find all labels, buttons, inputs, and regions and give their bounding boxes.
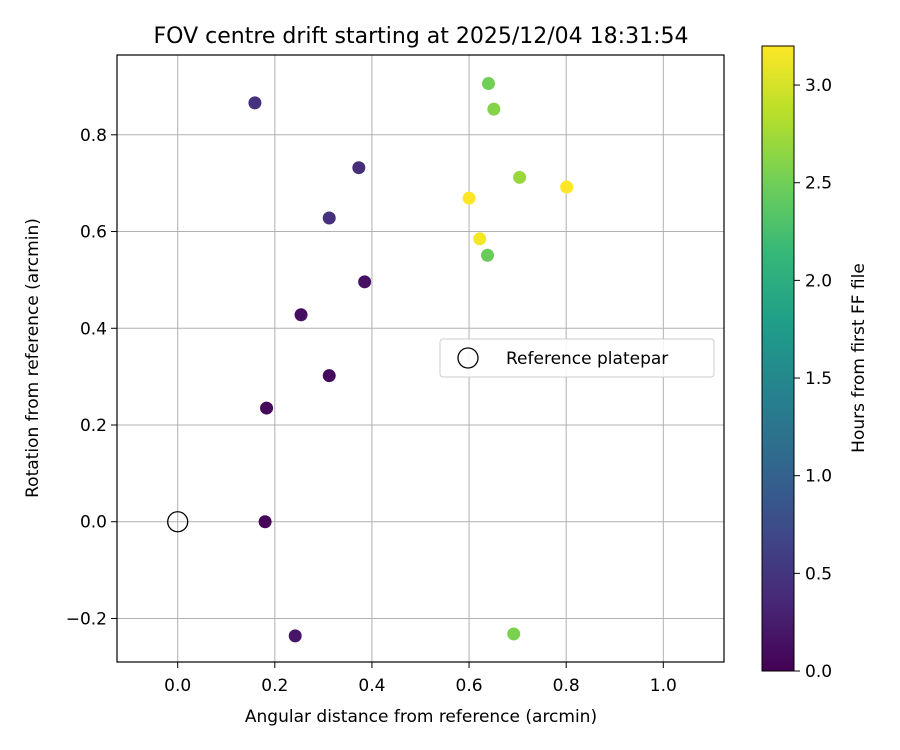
x-tick-label: 0.6 (456, 676, 483, 696)
legend-box (439, 338, 715, 378)
y-tick-label: 0.8 (80, 126, 107, 146)
colorbar-tick-label: 2.0 (805, 271, 832, 291)
reference-marker-group (167, 511, 189, 533)
x-tick-label: 0.0 (164, 676, 191, 696)
colorbar-gradient (761, 45, 795, 672)
y-tick-label: 0.6 (80, 223, 107, 243)
colorbar-tick-label: 1.0 (805, 467, 832, 487)
y-tick-label: −0.2 (66, 609, 107, 629)
data-point (481, 77, 495, 91)
x-axis-label: Angular distance from reference (arcmin) (245, 707, 597, 727)
y-axis-label: Rotation from reference (arcmin) (23, 218, 43, 498)
colorbar-label: Hours from first FF file (849, 263, 869, 453)
data-points (248, 77, 574, 643)
y-tick-label: 0.2 (80, 416, 107, 436)
colorbar-tick-label: 2.5 (805, 174, 832, 194)
x-tick-label: 1.0 (650, 676, 677, 696)
colorbar-tick-label: 3.0 (805, 76, 832, 96)
y-axis-ticks: −0.2 0.0 0.2 0.4 0.6 0.8 (66, 126, 117, 629)
data-point (462, 191, 476, 205)
x-axis-ticks: 0.0 0.2 0.4 0.6 0.8 1.0 (164, 662, 677, 696)
colorbar-tick-label: 0.0 (805, 662, 832, 682)
data-point (322, 211, 336, 225)
colorbar-tick-label: 1.5 (805, 369, 832, 389)
data-point (294, 308, 308, 322)
data-point (322, 369, 336, 383)
data-point (258, 515, 272, 529)
data-point (358, 275, 372, 289)
x-tick-label: 0.2 (261, 676, 288, 696)
x-tick-label: 0.8 (553, 676, 580, 696)
legend-reference-marker (457, 347, 479, 369)
plot-frame (116, 54, 725, 663)
y-tick-label: 0.4 (80, 319, 107, 339)
data-point (288, 629, 302, 643)
data-point (352, 161, 366, 175)
colorbar-ticks: 0.0 0.5 1.0 1.5 2.0 2.5 3.0 (794, 76, 832, 682)
reference-platepar-marker (167, 511, 189, 533)
data-point (487, 102, 501, 116)
x-tick-label: 0.4 (358, 676, 385, 696)
data-point (507, 627, 521, 641)
data-point (513, 170, 527, 184)
legend: Reference platepar (439, 338, 715, 378)
data-point (248, 96, 262, 110)
colorbar: 0.0 0.5 1.0 1.5 2.0 2.5 3.0 Hours from first F… (761, 45, 869, 682)
data-point (260, 401, 274, 415)
data-point (560, 180, 574, 194)
chart-title: FOV centre drift starting at 2025/12/04 … (154, 24, 689, 49)
colorbar-tick-label: 0.5 (805, 564, 832, 584)
y-tick-label: 0.0 (80, 513, 107, 533)
data-point (473, 232, 487, 246)
data-point (481, 248, 495, 262)
legend-entry-reference-platepar: Reference platepar (506, 349, 668, 369)
